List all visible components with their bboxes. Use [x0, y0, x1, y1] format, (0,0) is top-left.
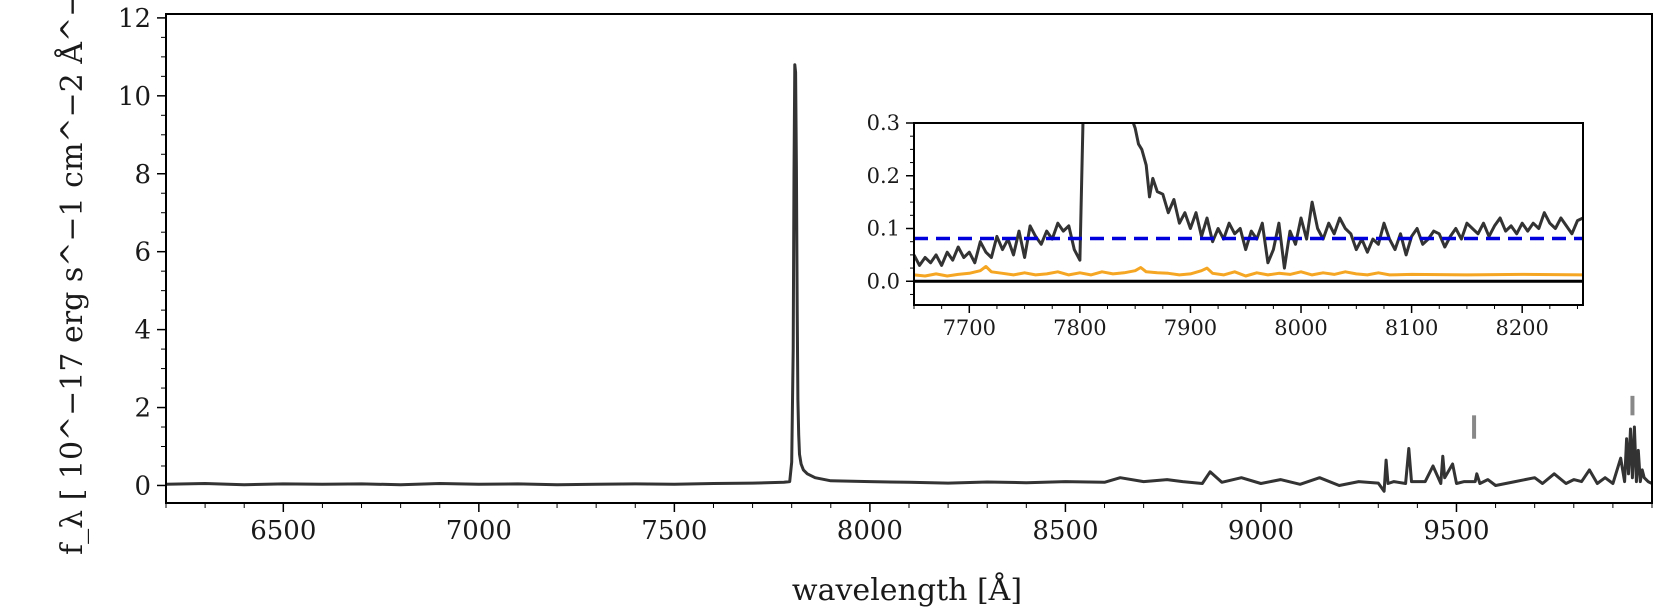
inset-frame [913, 122, 1584, 306]
inset-plot-area [914, 123, 1583, 305]
main-y-tick-label: 6 [134, 238, 151, 268]
main-x-tick-label: 6500 [250, 516, 316, 546]
main-y-tick-label: 4 [134, 316, 151, 346]
main-x-tick-label: 8000 [837, 516, 903, 546]
inset-x-tick-label: 8100 [1385, 316, 1438, 340]
inset-x-tick-label: 8000 [1274, 316, 1327, 340]
main-series-spectrum [166, 63, 1652, 493]
main-x-tick-label: 8500 [1032, 516, 1098, 546]
inset-y-tick-label: 0.1 [867, 217, 900, 241]
main-series-group [166, 63, 1652, 493]
main-y-tick-label: 2 [134, 394, 151, 424]
inset-y-tick-label: 0.3 [867, 111, 900, 135]
inset-y-tick-label: 0.0 [867, 269, 900, 293]
main-y-tick-label: 8 [134, 160, 151, 190]
inset-series-spectrum [914, 123, 1583, 270]
x-axis-label: wavelength [Å] [792, 572, 1022, 608]
inset-series-group [914, 123, 1583, 283]
main-x-tick-label: 9500 [1423, 516, 1489, 546]
inset-series-error [914, 265, 1583, 278]
y-axis-label: f_λ [ 10^−17 erg s^−1 cm^−2 Å^−1] [54, 0, 90, 555]
main-x-tick-label: 9000 [1228, 516, 1294, 546]
main-y-tick-label: 0 [134, 471, 151, 501]
inset-x-tick-label: 7800 [1053, 316, 1106, 340]
inset-x-tick-label: 7900 [1164, 316, 1217, 340]
main-y-tick-label: 10 [118, 82, 151, 112]
main-y-tick-label: 12 [118, 4, 151, 34]
inset-panel: 7700 7800 7900 8000 8100 8200 0.0 0.1 0.2 0.3 [867, 111, 1584, 340]
main-x-tick-label: 7500 [641, 516, 707, 546]
inset-x-tick-label: 7700 [943, 316, 996, 340]
main-x-tick-label: 7000 [446, 516, 512, 546]
inset-y-tick-label: 0.2 [867, 164, 900, 188]
inset-x-tick-label: 8200 [1495, 316, 1548, 340]
